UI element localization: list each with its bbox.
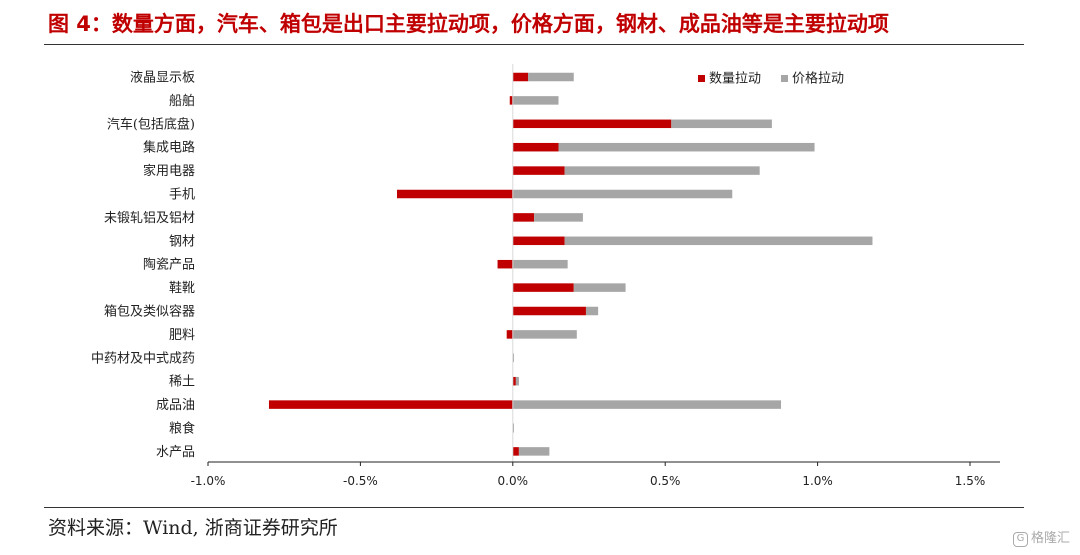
bar-price bbox=[518, 447, 550, 456]
footer-divider bbox=[44, 507, 1024, 508]
bar-price bbox=[512, 423, 514, 433]
bar-quantity bbox=[512, 119, 672, 129]
watermark-text: 格隆汇 bbox=[1030, 531, 1070, 546]
chart-title: 图 4：数量方面，汽车、箱包是出口主要拉动项，价格方面，钢材、成品油等是主要拉动… bbox=[48, 12, 889, 36]
legend-label-quantity: 数量拉动 bbox=[709, 72, 761, 87]
bar-quantity bbox=[512, 283, 574, 292]
category-label: 液晶显示板 bbox=[130, 71, 195, 86]
x-tick-label: 1.5% bbox=[955, 474, 986, 488]
legend-swatch bbox=[698, 75, 705, 82]
bar-quantity bbox=[512, 166, 565, 175]
category-label: 钢材 bbox=[169, 234, 195, 249]
category-label: 集成电路 bbox=[143, 140, 195, 156]
category-label: 未锻轧铝及铝材 bbox=[104, 211, 195, 226]
bar-price bbox=[573, 283, 626, 292]
bar-price bbox=[512, 353, 514, 363]
category-label: 船舶 bbox=[169, 93, 195, 109]
legend-swatch bbox=[781, 75, 788, 82]
x-tick-label: 0.5% bbox=[650, 474, 681, 488]
bar-quantity bbox=[509, 96, 513, 105]
bar-price bbox=[515, 376, 519, 386]
bar-quantity bbox=[512, 142, 559, 152]
category-label: 陶瓷产品 bbox=[143, 257, 195, 273]
watermark: G 格隆汇 bbox=[1012, 529, 1070, 549]
category-label: 中药材及中式成药 bbox=[91, 351, 195, 366]
x-tick-label: 0.0% bbox=[498, 474, 529, 488]
bar-quantity bbox=[506, 330, 513, 339]
legend-label-price: 价格拉动 bbox=[792, 71, 844, 87]
bar-quantity bbox=[512, 306, 586, 316]
category-label: 水产品 bbox=[156, 445, 195, 460]
category-label: 稀土 bbox=[169, 375, 195, 390]
source-note: 资料来源：Wind, 浙商证券研究所 bbox=[48, 517, 338, 539]
bar-quantity bbox=[268, 400, 513, 409]
category-label: 汽车(包括底盘) bbox=[107, 116, 195, 132]
glh-logo-icon: G bbox=[1012, 531, 1028, 547]
x-tick-label: -1.0% bbox=[191, 474, 226, 488]
bar-price bbox=[512, 189, 733, 199]
bar-price bbox=[528, 72, 574, 82]
bar-price bbox=[564, 166, 760, 175]
x-tick-label: 1.0% bbox=[802, 474, 833, 488]
bar-quantity bbox=[512, 236, 565, 246]
category-label: 粮食 bbox=[169, 421, 195, 437]
bar-quantity bbox=[512, 72, 529, 82]
bar-price bbox=[585, 306, 599, 316]
bar-price bbox=[671, 119, 772, 129]
bar-price bbox=[512, 259, 568, 269]
category-label: 手机 bbox=[169, 188, 195, 203]
bar-price bbox=[512, 330, 577, 339]
bar-quantity bbox=[497, 259, 513, 269]
bar-price bbox=[512, 400, 782, 409]
bar-price bbox=[534, 213, 583, 222]
category-label: 箱包及类似容器 bbox=[104, 304, 195, 320]
bar-quantity bbox=[512, 376, 516, 386]
category-label: 成品油 bbox=[156, 398, 195, 413]
category-label: 肥料 bbox=[169, 328, 195, 343]
bar-quantity bbox=[512, 447, 519, 456]
bar-quantity bbox=[396, 189, 513, 199]
bar-price bbox=[558, 142, 815, 152]
x-tick-label: -0.5% bbox=[343, 474, 378, 488]
title-divider bbox=[44, 44, 1024, 45]
bar-quantity bbox=[512, 213, 535, 222]
bar-price bbox=[564, 236, 873, 246]
bar-price bbox=[512, 96, 559, 105]
category-label: 鞋靴 bbox=[169, 280, 195, 296]
category-label: 家用电器 bbox=[143, 163, 195, 179]
